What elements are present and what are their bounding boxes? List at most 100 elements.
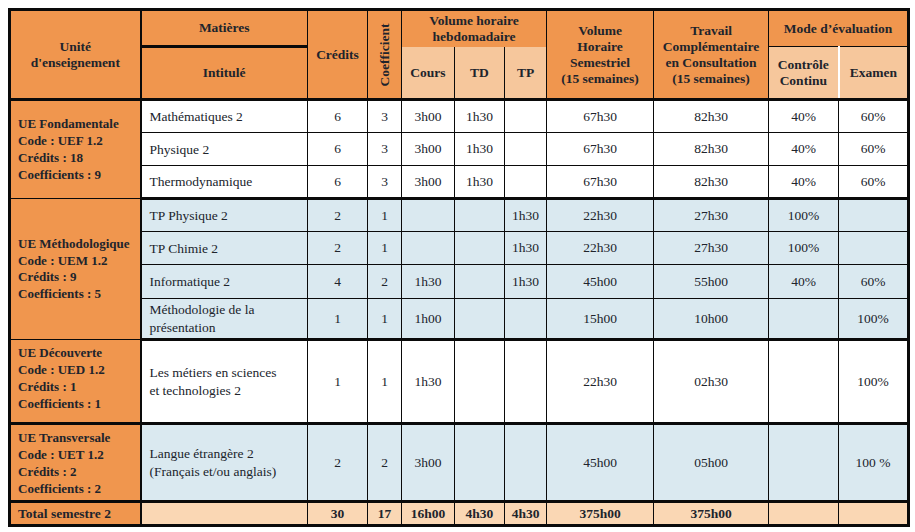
cell-volume-semestriel: 45h00 (547, 265, 654, 299)
cell-tp (505, 424, 547, 502)
cell-text: 3 (381, 174, 388, 189)
header-mode-evaluation-label: Mode d’évaluation (784, 21, 892, 36)
cell-text: Langue étrangère 2 (Français et/ou angla… (150, 446, 277, 479)
cell-tp (505, 166, 547, 199)
cell-tp: 1h30 (505, 232, 547, 265)
cell-text: 30 (331, 506, 345, 521)
cell-text: 3h00 (415, 109, 442, 124)
cell-td: 1h30 (455, 166, 505, 199)
ue-group-label-decouverte: UE Découverte Code : UED 1.2 Crédits : 1… (10, 340, 141, 424)
header-volume-semestriel: Volume Horaire Semestriel (15 semaines) (547, 10, 654, 100)
group-label-text: UE Méthodologique Code : UEM 1.2 Crédits… (18, 236, 130, 302)
cell-coefficient: 17 (368, 502, 402, 526)
table-row: UE Transversale Code : UET 1.2 Crédits :… (10, 424, 909, 502)
cell-text: 1h00 (415, 311, 442, 326)
cell-tp: 4h30 (505, 502, 547, 526)
cell-examen: 60% (839, 265, 909, 299)
header-controle-continu-label: Contrôle Continu (778, 57, 829, 88)
cell-text: 22h30 (583, 240, 617, 255)
header-unite-label: Unité d'enseignement (31, 39, 120, 70)
total-row-label: Total semestre 2 (10, 502, 141, 526)
cell-controle-continu (769, 299, 839, 340)
cell-cours: 3h00 (402, 100, 455, 133)
header-cours-label: Cours (410, 65, 445, 80)
cell-coefficient: 3 (368, 100, 402, 133)
cell-text: 375h00 (579, 506, 620, 521)
group-label-text: UE Fondamentale Code : UEF 1.2 Crédits :… (18, 116, 119, 182)
cell-text: 16h00 (411, 506, 446, 521)
cell-text: Thermodynamique (150, 174, 253, 189)
header-volume-hebdo-label: Volume horaire hebdomadaire (429, 13, 519, 44)
cell-controle-continu: 100% (769, 199, 839, 232)
cell-credits: 6 (308, 100, 368, 133)
cell-travail-complementaire: 82h30 (654, 166, 769, 199)
header-intitule: Intitulé (141, 47, 308, 100)
cell-examen (839, 232, 909, 265)
cell-cours: 3h00 (402, 424, 455, 502)
ue-group-label-transversale: UE Transversale Code : UET 1.2 Crédits :… (10, 424, 141, 502)
header-travail-complementaire-label: Travail Complémentaire en Consultation (… (663, 23, 759, 86)
cell-text: 40% (791, 174, 816, 189)
cell-text: 67h30 (583, 141, 617, 156)
cell-credits: 4 (308, 265, 368, 299)
cell-text: 6 (334, 141, 341, 156)
cell-travail-complementaire: 375h00 (654, 502, 769, 526)
cell-controle-continu: 40% (769, 265, 839, 299)
cell-td (455, 232, 505, 265)
cell-text: 1h30 (512, 208, 539, 223)
header-credits: Crédits (308, 10, 368, 100)
cell-examen: 100% (839, 299, 909, 340)
page: Unité d'enseignement Matières Crédits Co… (0, 0, 915, 527)
cell-text: 100 % (856, 455, 891, 470)
cell-text: 6 (334, 109, 341, 124)
header-examen-label: Examen (850, 65, 897, 80)
cell-volume-semestriel: 45h00 (547, 424, 654, 502)
cell-text: 4 (334, 274, 341, 289)
cell-td (455, 299, 505, 340)
cell-text: 1 (381, 311, 388, 326)
cell-text: 05h00 (694, 455, 728, 470)
cell-text: 1h30 (512, 240, 539, 255)
cell-examen: 60% (839, 100, 909, 133)
cell-text: 2 (381, 274, 388, 289)
group-label-text: UE Découverte Code : UED 1.2 Crédits : 1… (18, 345, 105, 411)
header-credits-label: Crédits (316, 47, 359, 62)
cell-cours: 1h30 (402, 265, 455, 299)
table-row: Physique 2 6 3 3h00 1h30 67h30 82h30 40%… (10, 133, 909, 166)
ue-group-label-methodologique: UE Méthodologique Code : UEM 1.2 Crédits… (10, 199, 141, 340)
header-volume-hebdomadaire: Volume horaire hebdomadaire (402, 10, 547, 47)
cell-controle-continu (769, 502, 839, 526)
cell-tp (505, 299, 547, 340)
cell-credits: 1 (308, 299, 368, 340)
header-coefficient-label: Coefficient (377, 23, 393, 86)
cell-text: 60% (861, 174, 886, 189)
cell-intitule: Physique 2 (141, 133, 308, 166)
cell-text: 22h30 (583, 374, 617, 389)
table-row: Informatique 2 4 2 1h30 1h30 45h00 55h00… (10, 265, 909, 299)
cell-text: 3h00 (415, 455, 442, 470)
cell-text: 1h30 (466, 141, 493, 156)
cell-cours (402, 199, 455, 232)
cell-td: 4h30 (455, 502, 505, 526)
cell-controle-continu (769, 340, 839, 424)
cell-controle-continu (769, 424, 839, 502)
header-intitule-label: Intitulé (203, 65, 246, 80)
cell-text: 6 (334, 174, 341, 189)
cell-td: 1h30 (455, 100, 505, 133)
cell-tp (505, 340, 547, 424)
cell-examen (839, 199, 909, 232)
cell-text: 100% (788, 240, 820, 255)
cell-intitule: TP Chimie 2 (141, 232, 308, 265)
header-unite-enseignement: Unité d'enseignement (10, 10, 141, 100)
cell-intitule: Les métiers en sciences et technologies … (141, 340, 308, 424)
cell-travail-complementaire: 02h30 (654, 340, 769, 424)
cell-text: Mathématiques 2 (150, 109, 243, 124)
cell-intitule: Thermodynamique (141, 166, 308, 199)
cell-text: Physique 2 (150, 142, 210, 157)
cell-text: 15h00 (583, 311, 617, 326)
header-travail-complementaire: Travail Complémentaire en Consultation (… (654, 10, 769, 100)
cell-text: 45h00 (583, 455, 617, 470)
semester2-curriculum-table: Unité d'enseignement Matières Crédits Co… (8, 8, 910, 527)
cell-examen: 100 % (839, 424, 909, 502)
cell-controle-continu: 40% (769, 166, 839, 199)
